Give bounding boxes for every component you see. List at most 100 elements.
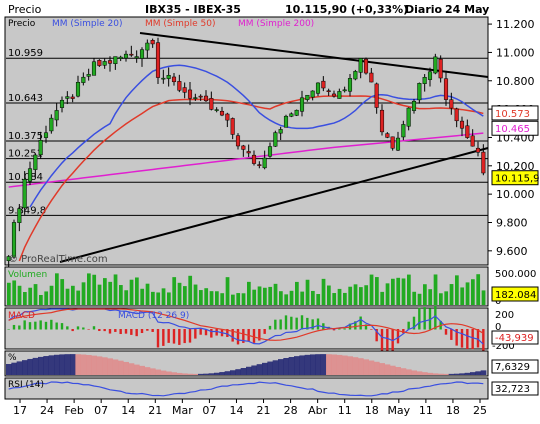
macd-histogram-bar xyxy=(476,329,480,348)
macd-histogram-bar xyxy=(434,305,437,330)
price-marker-box xyxy=(491,120,539,136)
volume-bar xyxy=(76,290,81,305)
volume-bar xyxy=(449,284,454,305)
volume-bar xyxy=(444,291,449,305)
stochastic-bar xyxy=(390,365,396,375)
macd-histogram-bar xyxy=(172,329,176,344)
stochastic-bar xyxy=(230,370,236,375)
stochastic-bar xyxy=(304,354,311,375)
volume-bar xyxy=(327,285,331,305)
volume-bar xyxy=(49,285,54,305)
volume-bar xyxy=(209,291,214,305)
stochastic-bar xyxy=(6,364,12,375)
legend-sma50: MM (Simple 50) xyxy=(145,19,215,29)
volume-bar xyxy=(380,291,385,305)
rsi-line xyxy=(8,381,484,397)
macd-histogram-bar xyxy=(119,329,122,335)
candle-body xyxy=(6,256,11,261)
volume-bar xyxy=(337,288,342,305)
x-tick-label: 11 xyxy=(419,404,433,417)
price-change: 10.115,90 (+0,33%) xyxy=(285,3,408,16)
macd-histogram-bar xyxy=(135,329,138,337)
candle-body xyxy=(166,75,171,79)
volume-bar xyxy=(375,277,379,305)
candle-body xyxy=(257,164,262,166)
stochastic-bar xyxy=(272,360,279,375)
volume-bar xyxy=(199,290,203,305)
macd-tick-zero: 0 xyxy=(495,322,501,333)
x-tick-label: 17 xyxy=(13,404,27,417)
macd-histogram-bar xyxy=(87,329,90,330)
volume-bar xyxy=(231,294,235,305)
stochastic-bar xyxy=(448,373,455,375)
volume-bar xyxy=(263,287,267,305)
stochastic-bar xyxy=(59,354,65,375)
volume-bar xyxy=(108,281,113,305)
volume-bar xyxy=(145,283,150,305)
volume-bar xyxy=(97,284,102,305)
candle-body xyxy=(209,98,214,110)
stochastic-bar xyxy=(294,356,300,375)
macd-histogram-bar xyxy=(146,329,149,331)
candle-body xyxy=(251,154,257,164)
candle-body xyxy=(283,115,289,128)
macd-histogram-bar xyxy=(418,307,421,330)
stochastic-bar xyxy=(128,363,135,375)
candle-body xyxy=(443,78,449,100)
macd-tick-top: 200 xyxy=(495,310,514,321)
volume-bar xyxy=(295,281,299,305)
volume-bar xyxy=(332,293,337,305)
stochastic-bar xyxy=(315,354,321,375)
volume-bar xyxy=(412,291,417,305)
stochastic-bar xyxy=(96,356,103,375)
stochastic-bar xyxy=(166,371,172,375)
stochastic-bar xyxy=(192,373,199,375)
volume-bar xyxy=(348,286,353,305)
stochastic-bar xyxy=(214,372,220,375)
rsi-panel xyxy=(4,377,489,400)
stochastic-bar xyxy=(406,369,412,375)
stochastic-bar xyxy=(320,354,327,375)
x-tick-label: 14 xyxy=(229,404,243,417)
volume-bar xyxy=(417,293,422,305)
macd-histogram-bar xyxy=(98,329,101,332)
macd-histogram-bar xyxy=(407,321,410,330)
candle-body xyxy=(459,120,465,129)
macd-histogram-bar xyxy=(300,315,304,330)
macd-histogram-bar xyxy=(76,326,80,330)
stochastic-bar xyxy=(475,371,481,375)
level-label: 9.849,8 xyxy=(8,205,46,216)
macd-histogram-bar xyxy=(375,329,378,342)
price-tick-label: 11.000 xyxy=(496,46,535,59)
macd-histogram-bar xyxy=(140,329,144,334)
macd-histogram-bar xyxy=(332,329,336,331)
candle-body xyxy=(449,99,454,109)
volume-bar xyxy=(321,278,326,305)
candle-body xyxy=(267,146,273,157)
volume-bar xyxy=(188,275,193,305)
stochastic-bar xyxy=(358,358,364,375)
stochastic-bar xyxy=(198,373,204,375)
price-marker-label: 10.573 xyxy=(495,109,530,120)
price-tick-label: 10.200 xyxy=(496,160,535,173)
candle-body xyxy=(177,81,182,91)
volume-bar xyxy=(167,292,171,305)
candle-body xyxy=(193,97,198,99)
macd-histogram-bar xyxy=(423,307,426,330)
stochastic-bar xyxy=(374,361,380,375)
candle-body xyxy=(406,107,411,127)
macd-last-value: -43,939 xyxy=(495,333,534,344)
volume-bar xyxy=(23,292,27,305)
x-tick-label: 07 xyxy=(94,404,108,417)
candle-body xyxy=(59,99,65,108)
x-tick-label: 21 xyxy=(148,404,162,417)
macd-histogram-bar xyxy=(316,318,320,330)
macd-histogram-bar xyxy=(263,329,266,334)
volume-bar xyxy=(55,273,59,305)
volume-bar xyxy=(423,284,427,305)
stochastic-bar xyxy=(16,361,23,375)
candle-body xyxy=(305,94,310,100)
candle-body xyxy=(91,61,97,76)
volume-bar xyxy=(12,280,17,305)
